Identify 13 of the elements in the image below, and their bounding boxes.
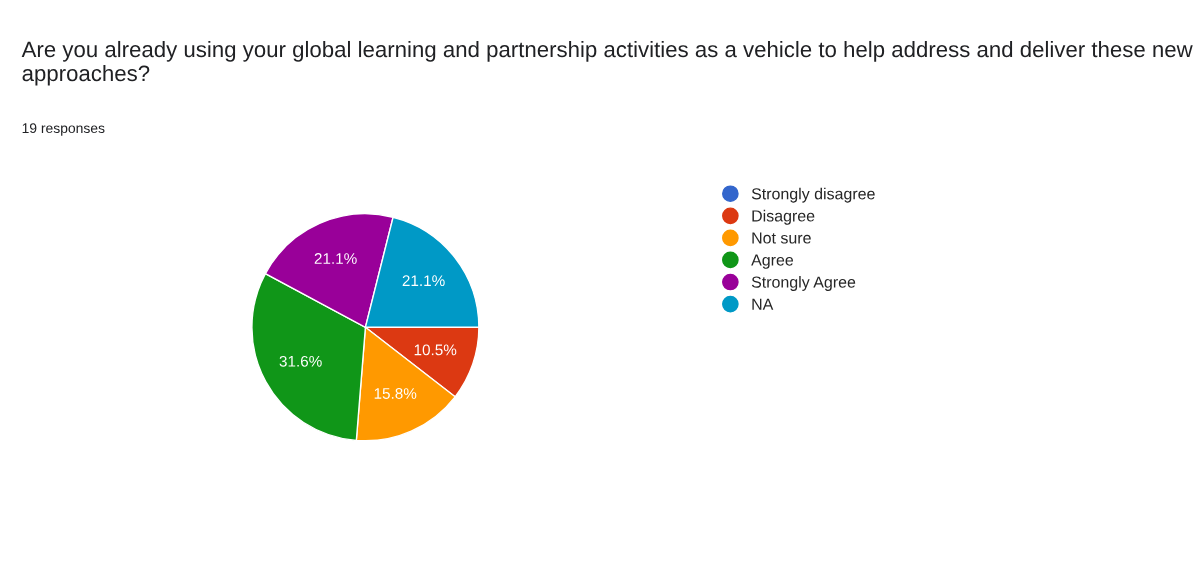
legend-label: Disagree — [752, 209, 815, 225]
legend-label: Agree — [751, 254, 794, 269]
data-label: 21.1% — [314, 253, 357, 264]
data-label: 31.6% — [279, 355, 322, 367]
legend-label: Strongly Agree — [751, 276, 856, 291]
legend-label: NA — [752, 298, 774, 310]
legend-label: Strongly disagree — [751, 187, 875, 203]
legend-label: Not sure — [752, 232, 811, 244]
text: 19 responses — [22, 123, 105, 136]
data-label: 21.1% — [402, 275, 445, 286]
chart-title: Are you already using your global learning and partnership activities as a vehicle to help address and deliver these new approaches? — [21, 40, 1193, 86]
data-label: 10.5% — [414, 344, 457, 356]
data-label: 15.8% — [374, 388, 417, 399]
